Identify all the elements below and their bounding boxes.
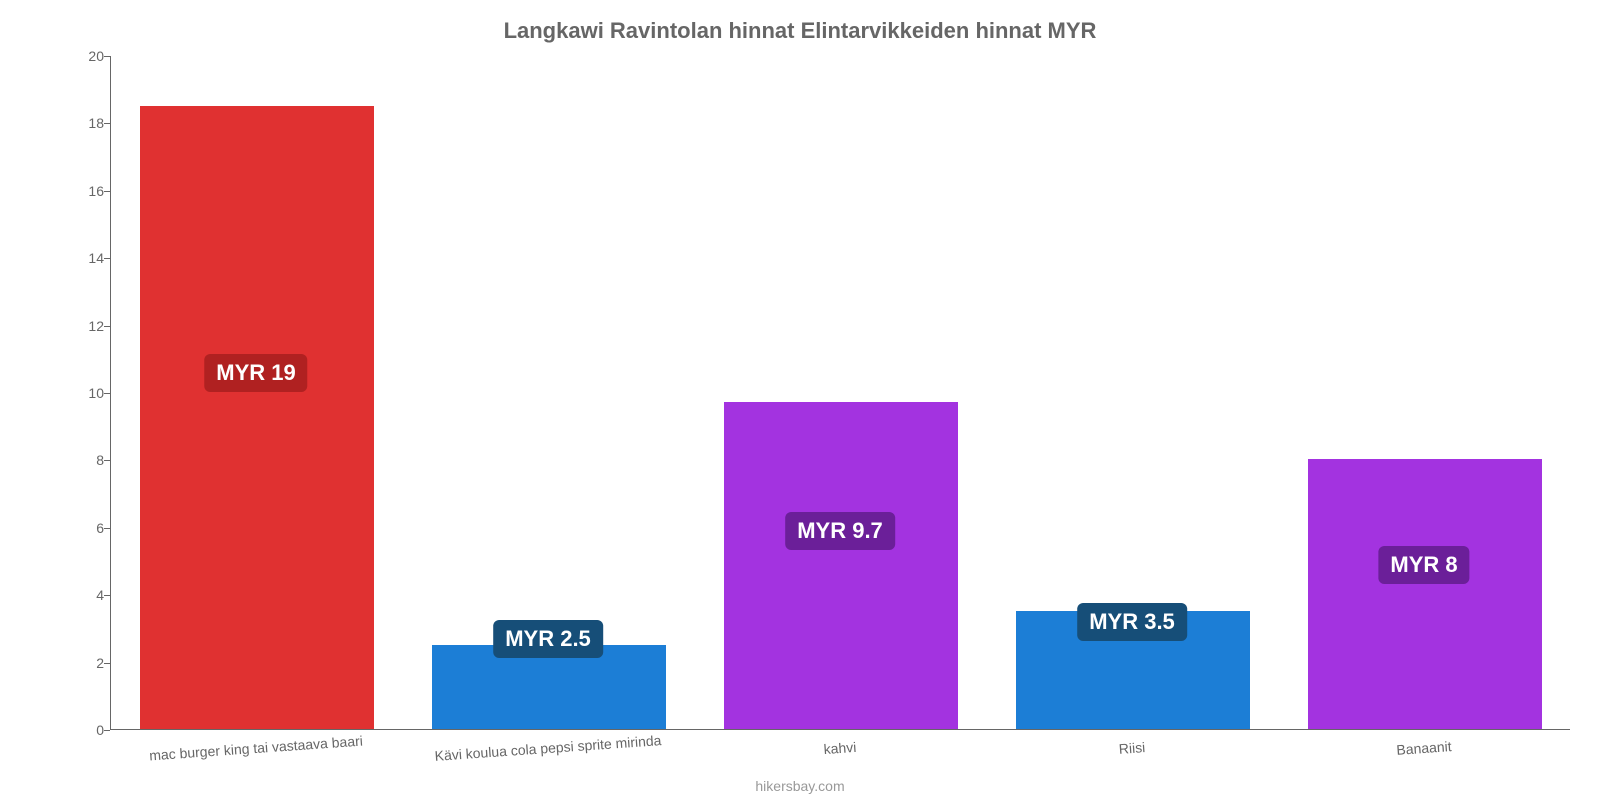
ytick-label: 2 [10,655,104,671]
ytick-label: 8 [10,452,104,468]
value-badge: MYR 19 [204,354,307,392]
ytick-label: 14 [10,250,104,266]
bar [140,106,374,729]
value-badge: MYR 9.7 [785,512,895,550]
xtick-label: mac burger king tai vastaava baari [149,733,364,764]
ytick-label: 4 [10,587,104,603]
value-badge: MYR 3.5 [1077,603,1187,641]
ytick-mark [104,730,110,731]
xtick-label: Kävi koulua cola pepsi sprite mirinda [434,732,662,764]
xtick-label: Riisi [1118,739,1146,757]
ytick-label: 18 [10,115,104,131]
ytick-label: 16 [10,183,104,199]
ytick-label: 20 [10,48,104,64]
bar [1308,459,1542,729]
xtick-label: Banaanit [1396,738,1452,758]
ytick-label: 10 [10,385,104,401]
price-bar-chart: Langkawi Ravintolan hinnat Elintarvikkei… [0,0,1600,800]
plot-area [110,56,1570,730]
value-badge: MYR 8 [1378,546,1469,584]
chart-credit: hikersbay.com [0,778,1600,794]
ytick-label: 0 [10,722,104,738]
value-badge: MYR 2.5 [493,620,603,658]
chart-title: Langkawi Ravintolan hinnat Elintarvikkei… [0,18,1600,44]
bar [724,402,958,729]
ytick-label: 12 [10,318,104,334]
ytick-label: 6 [10,520,104,536]
xtick-label: kahvi [823,739,857,757]
